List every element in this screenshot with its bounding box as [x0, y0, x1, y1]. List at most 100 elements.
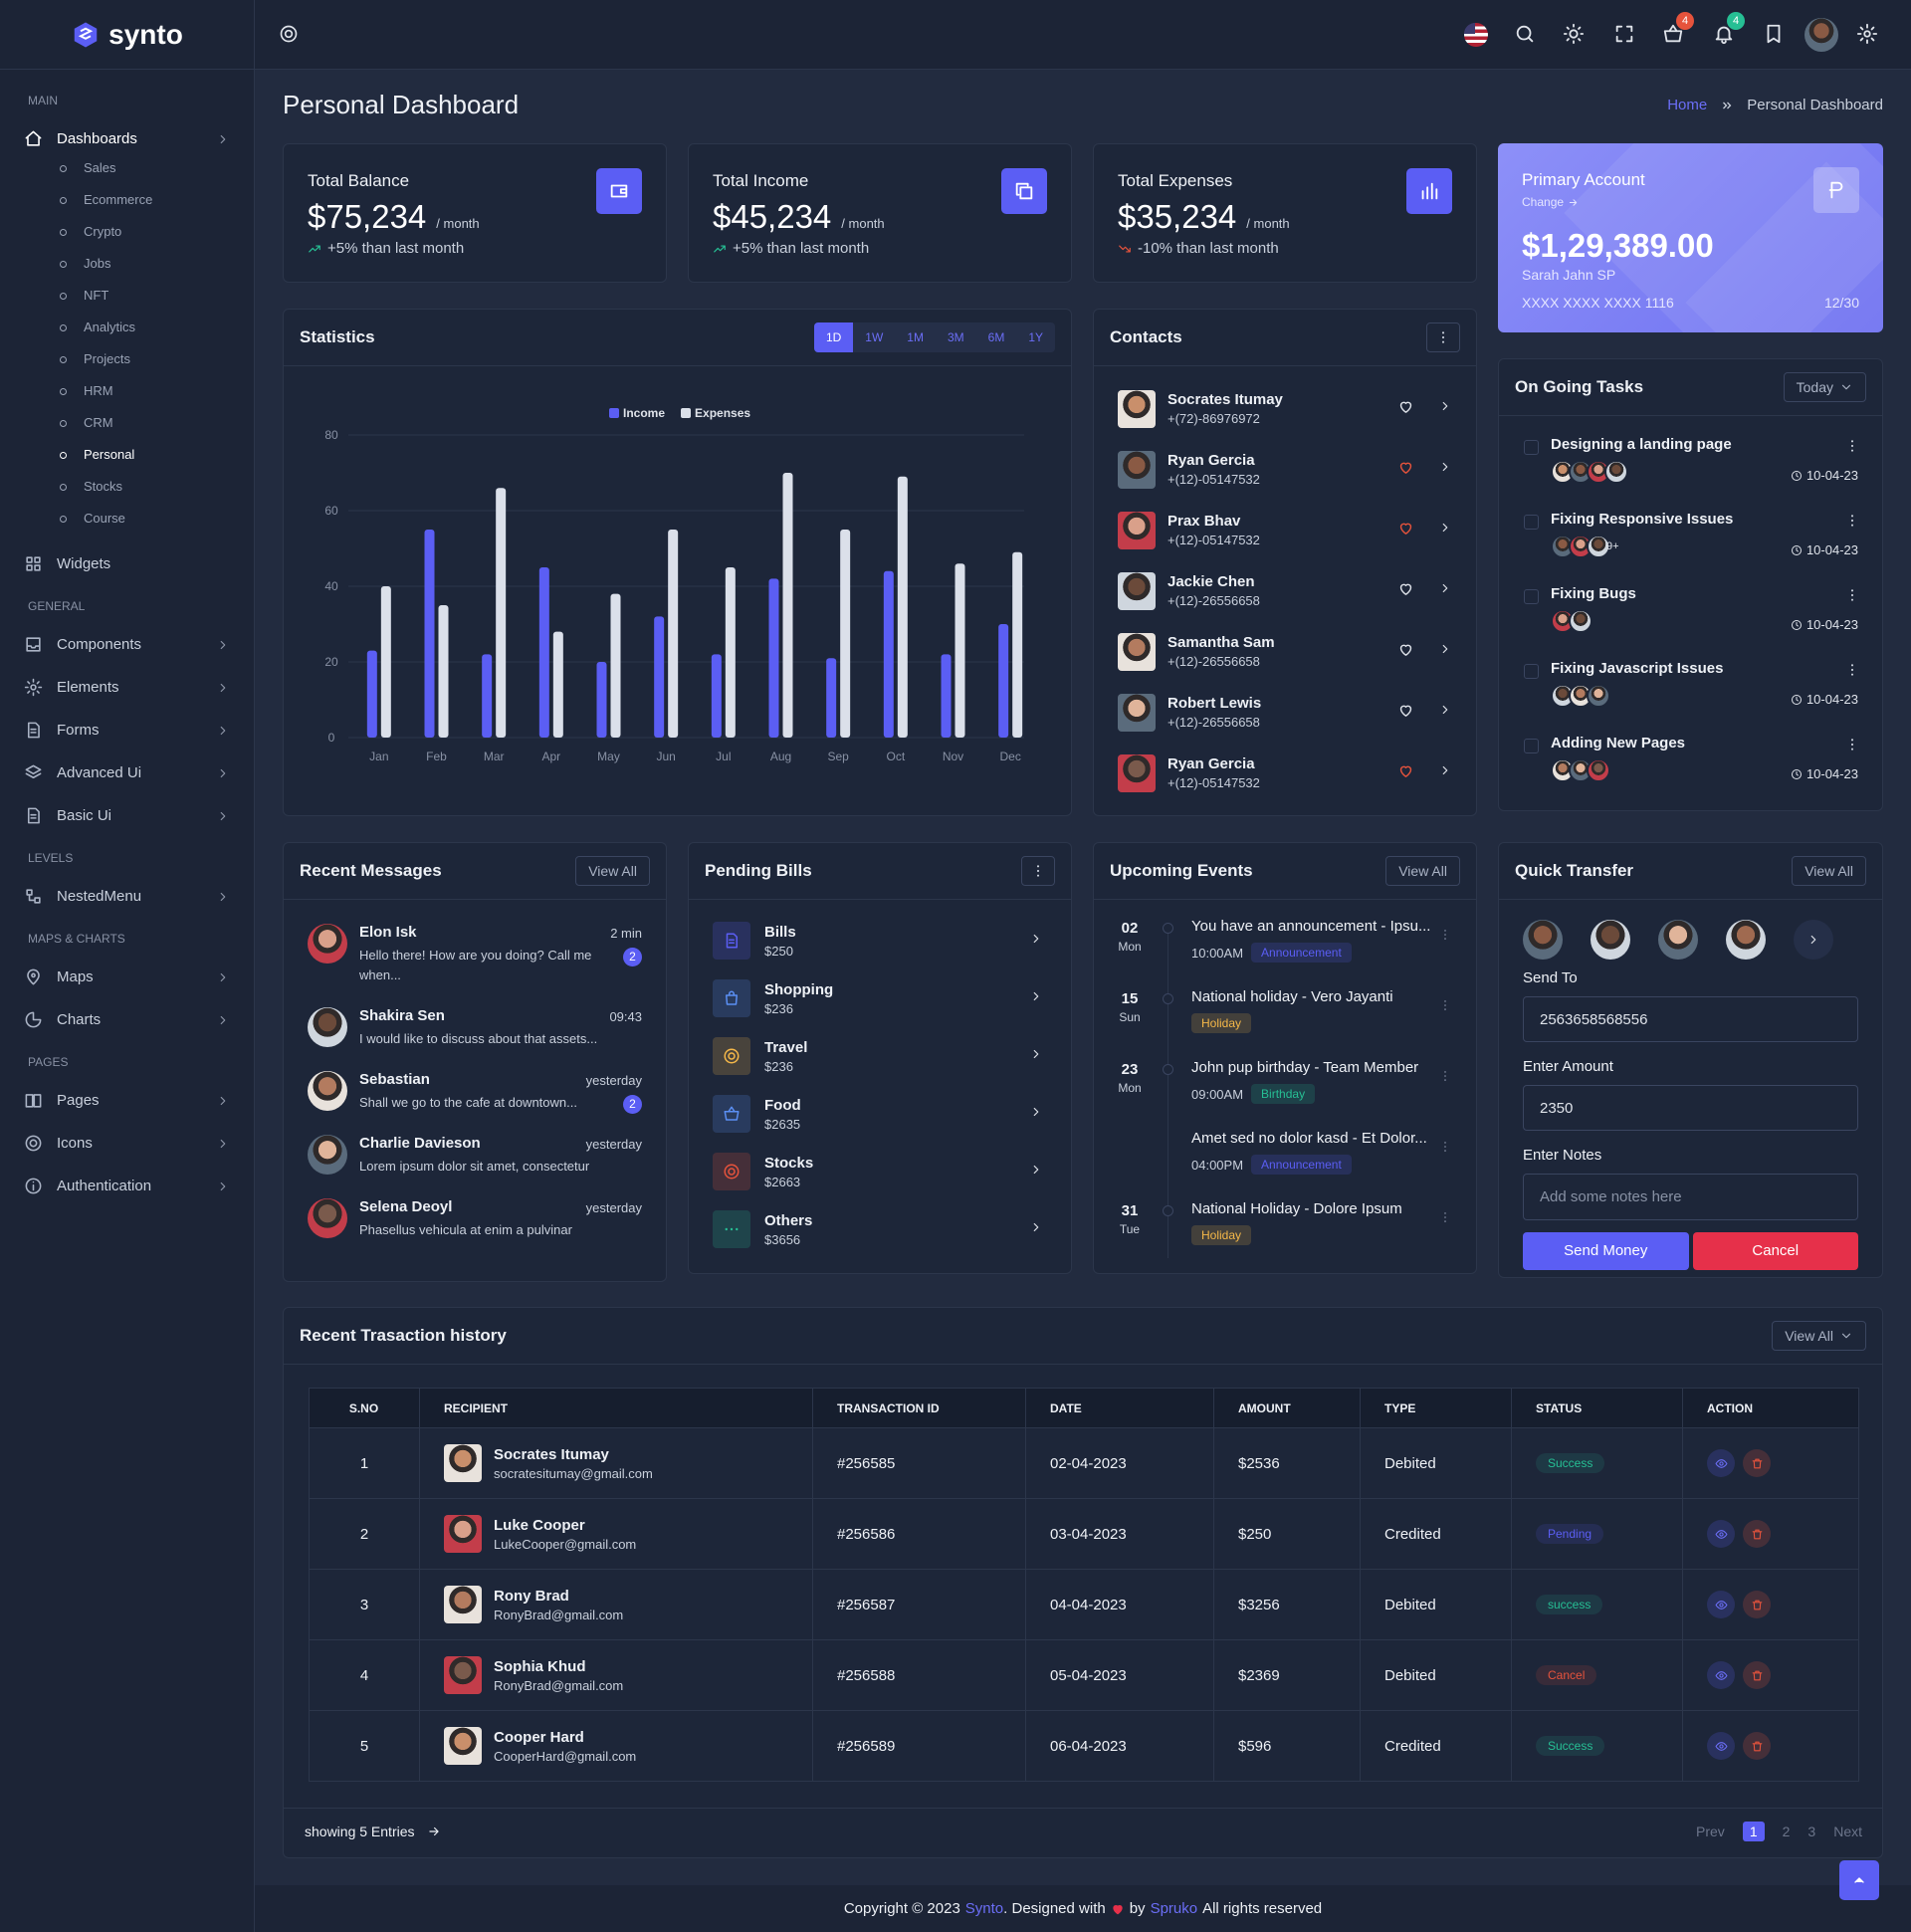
- sidebar-item[interactable]: Maps: [24, 956, 230, 998]
- range-tab[interactable]: 6M: [987, 330, 1005, 344]
- sidebar-item[interactable]: NestedMenu: [24, 875, 230, 918]
- header-icon[interactable]: [1613, 23, 1637, 47]
- favorite-button[interactable]: [1397, 520, 1414, 541]
- sidebar-subitem[interactable]: HRM: [60, 375, 113, 407]
- page-next[interactable]: Next: [1833, 1824, 1862, 1839]
- open-button[interactable]: [1029, 1163, 1043, 1181]
- sidebar-subitem[interactable]: Sales: [60, 152, 116, 184]
- delete-button[interactable]: [1743, 1449, 1771, 1477]
- sidebar-subitem[interactable]: Analytics: [60, 312, 135, 343]
- header-icon[interactable]: 4: [1713, 12, 1745, 47]
- recipients-next[interactable]: [1794, 920, 1833, 960]
- button[interactable]: Today: [1783, 372, 1866, 402]
- sidebar-item[interactable]: Dashboards: [24, 117, 230, 160]
- sidebar-item[interactable]: Authentication: [24, 1165, 230, 1207]
- view-button[interactable]: [1707, 1732, 1735, 1760]
- sidebar-subitem[interactable]: NFT: [60, 280, 108, 312]
- range-tab[interactable]: 1Y: [1028, 330, 1043, 344]
- header-icon[interactable]: [1464, 23, 1488, 47]
- event-menu[interactable]: [1438, 1210, 1452, 1229]
- input[interactable]: Add some notes here: [1523, 1174, 1858, 1220]
- open-button[interactable]: [1438, 703, 1452, 722]
- button[interactable]: View All: [1792, 856, 1866, 886]
- sidebar-subitem[interactable]: Projects: [60, 343, 130, 375]
- open-button[interactable]: [1438, 399, 1452, 418]
- sidebar-item[interactable]: Advanced Ui: [24, 751, 230, 794]
- task-menu[interactable]: [1844, 737, 1860, 757]
- open-button[interactable]: [1029, 1220, 1043, 1239]
- task-checkbox[interactable]: [1524, 440, 1539, 455]
- task-menu[interactable]: [1844, 587, 1860, 608]
- event-menu[interactable]: [1438, 998, 1452, 1017]
- task-menu[interactable]: [1844, 513, 1860, 534]
- delete-button[interactable]: [1743, 1591, 1771, 1618]
- header-icon[interactable]: [1856, 23, 1880, 47]
- range-tab[interactable]: 1D: [813, 322, 854, 352]
- header-icon[interactable]: 4: [1662, 12, 1694, 47]
- delete-button[interactable]: [1743, 1520, 1771, 1548]
- button[interactable]: View All: [1772, 1321, 1866, 1351]
- sidebar-subitem[interactable]: Ecommerce: [60, 184, 152, 216]
- task-checkbox[interactable]: [1524, 589, 1539, 604]
- favorite-button[interactable]: [1397, 459, 1414, 481]
- sidebar-subitem[interactable]: Course: [60, 503, 125, 535]
- header-icon[interactable]: [1763, 23, 1787, 47]
- open-button[interactable]: [1438, 521, 1452, 539]
- open-button[interactable]: [1029, 932, 1043, 951]
- task-menu[interactable]: [1844, 438, 1860, 459]
- input[interactable]: 2350: [1523, 1085, 1858, 1131]
- footer-brand[interactable]: Synto: [964, 1900, 1004, 1917]
- button[interactable]: View All: [1385, 856, 1460, 886]
- cancel-button[interactable]: Cancel: [1692, 1232, 1858, 1270]
- event-menu[interactable]: [1438, 1140, 1452, 1159]
- range-tab[interactable]: 1M: [907, 330, 924, 344]
- showing[interactable]: showing 5 Entries: [305, 1824, 441, 1839]
- favorite-button[interactable]: [1397, 702, 1414, 724]
- logo[interactable]: synto: [0, 0, 254, 70]
- page-number[interactable]: 1: [1742, 1822, 1765, 1841]
- open-button[interactable]: [1438, 581, 1452, 600]
- page-number[interactable]: 2: [1782, 1824, 1791, 1839]
- sidebar-subitem[interactable]: Jobs: [60, 248, 110, 280]
- open-button[interactable]: [1029, 1105, 1043, 1124]
- menu-button[interactable]: [1021, 856, 1055, 886]
- favorite-button[interactable]: [1397, 641, 1414, 663]
- breadcrumb-link[interactable]: Home: [1667, 97, 1708, 113]
- open-button[interactable]: [1438, 460, 1452, 479]
- open-button[interactable]: [1438, 642, 1452, 661]
- scroll-top[interactable]: [1839, 1860, 1879, 1900]
- input[interactable]: 2563658568556: [1523, 996, 1858, 1042]
- task-checkbox[interactable]: [1524, 739, 1539, 753]
- sidebar-subitem[interactable]: Stocks: [60, 471, 122, 503]
- sidebar-subitem[interactable]: CRM: [60, 407, 113, 439]
- sidebar-item[interactable]: Pages: [24, 1079, 230, 1122]
- favorite-button[interactable]: [1397, 580, 1414, 602]
- view-button[interactable]: [1707, 1520, 1735, 1548]
- footer-author[interactable]: Spruko: [1150, 1900, 1198, 1917]
- sidebar-subitem[interactable]: Personal: [60, 439, 134, 471]
- page-number[interactable]: 3: [1807, 1824, 1816, 1839]
- header-icon[interactable]: [1514, 23, 1538, 47]
- header-icon[interactable]: [1805, 18, 1838, 52]
- event-menu[interactable]: [1438, 928, 1452, 947]
- sidebar-item[interactable]: Charts: [24, 998, 230, 1041]
- sidebar-item[interactable]: Basic Ui: [24, 794, 230, 837]
- sidebar-item[interactable]: Elements: [24, 666, 230, 709]
- sidebar-item[interactable]: Icons: [24, 1122, 230, 1165]
- menu-toggle[interactable]: [279, 24, 299, 49]
- view-button[interactable]: [1707, 1661, 1735, 1689]
- task-checkbox[interactable]: [1524, 664, 1539, 679]
- event-menu[interactable]: [1438, 1069, 1452, 1088]
- open-button[interactable]: [1438, 763, 1452, 782]
- menu-button[interactable]: [1426, 322, 1460, 352]
- favorite-button[interactable]: [1397, 762, 1414, 784]
- page-prev[interactable]: Prev: [1696, 1824, 1725, 1839]
- range-tab[interactable]: 1W: [865, 330, 884, 344]
- view-button[interactable]: [1707, 1449, 1735, 1477]
- delete-button[interactable]: [1743, 1732, 1771, 1760]
- button[interactable]: View All: [575, 856, 650, 886]
- header-icon[interactable]: [1563, 23, 1587, 47]
- delete-button[interactable]: [1743, 1661, 1771, 1689]
- range-tab[interactable]: 3M: [947, 330, 964, 344]
- sidebar-item[interactable]: Forms: [24, 709, 230, 751]
